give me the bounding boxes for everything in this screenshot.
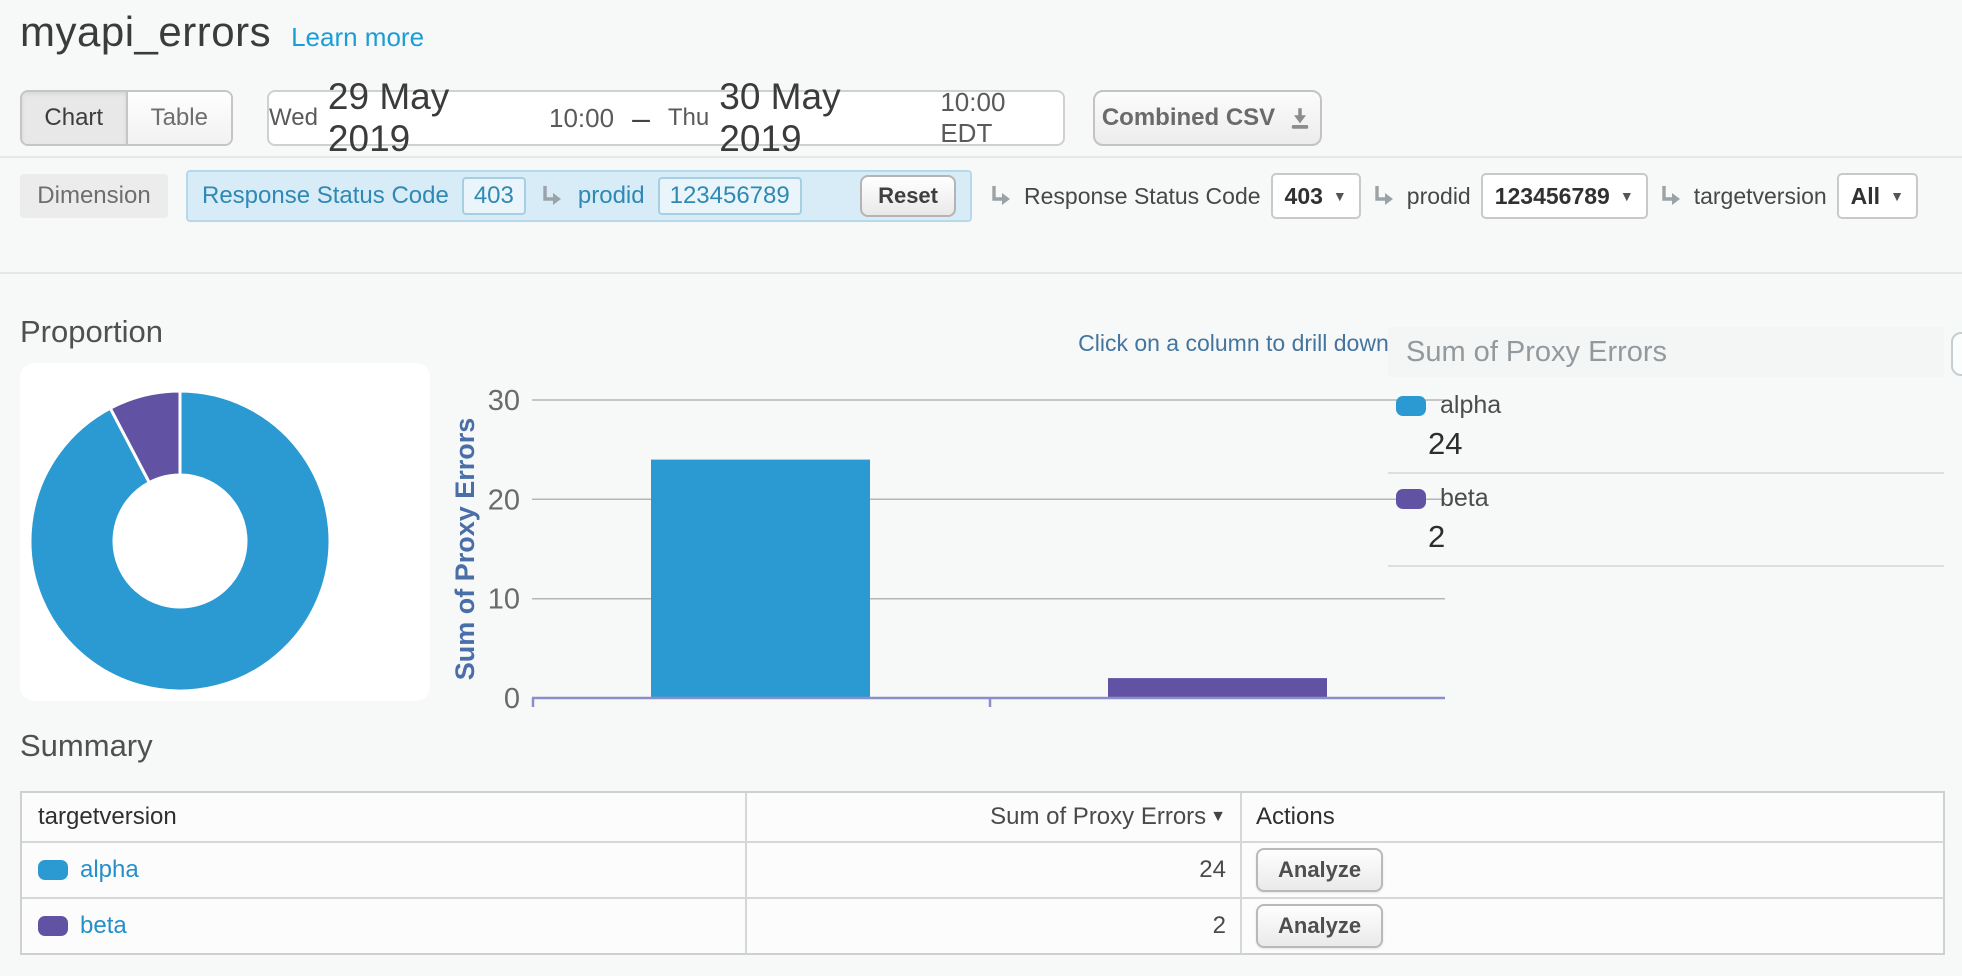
table-row-beta-name: beta xyxy=(22,897,747,953)
y-tick-label: 20 xyxy=(488,484,520,516)
summary-table: targetversion Sum of Proxy Errors ▼ Acti… xyxy=(20,791,1945,955)
end-day: Thu xyxy=(668,104,709,132)
legend-divider xyxy=(1388,565,1944,567)
drilldown-arrow-icon xyxy=(1371,183,1397,209)
drilldown-selected-value: 123456789 xyxy=(1495,183,1610,210)
drilldown-selected-value: All xyxy=(1851,183,1880,210)
page-header: myapi_errors Learn more xyxy=(20,8,424,56)
analyze-button-alpha[interactable]: Analyze xyxy=(1256,848,1383,892)
applied-filter-name: Response Status Code xyxy=(202,182,449,210)
end-date: 30 May 2019 xyxy=(719,76,930,160)
drilldown-name: targetversion xyxy=(1694,183,1827,210)
table-row-alpha-name: alpha xyxy=(22,841,747,897)
collapsed-panel-button[interactable] xyxy=(1951,332,1962,376)
drilldown-controls: Response Status Code 403 ▼ prodid 123456… xyxy=(988,168,1918,224)
drilldown-name: Response Status Code xyxy=(1024,183,1261,210)
date-range-picker[interactable]: Wed 29 May 2019 10:00 – Thu 30 May 2019 … xyxy=(267,90,1065,146)
y-tick-label: 0 xyxy=(504,683,520,715)
end-time: 10:00 EDT xyxy=(940,87,1063,149)
legend-item-alpha: alpha xyxy=(1388,391,1944,420)
y-tick-label: 10 xyxy=(488,584,520,616)
view-toggle: Chart Table xyxy=(20,90,233,146)
table-row-beta-value: 2 xyxy=(747,897,1242,953)
beta-swatch xyxy=(1396,489,1426,509)
drilldown-name: prodid xyxy=(1407,183,1471,210)
summary-title: Summary xyxy=(20,728,153,764)
bar-beta[interactable] xyxy=(1108,678,1327,698)
drilldown-select-response-status-code[interactable]: 403 ▼ xyxy=(1271,173,1361,219)
proportion-card xyxy=(20,363,430,701)
alpha-swatch xyxy=(1396,396,1426,416)
sort-descending-icon: ▼ xyxy=(1210,808,1226,826)
legend-item-value: 24 xyxy=(1428,426,1944,462)
bar-alpha[interactable] xyxy=(651,460,870,698)
legend-divider xyxy=(1388,472,1944,474)
chevron-down-icon: ▼ xyxy=(1620,188,1634,204)
column-header-targetversion: targetversion xyxy=(22,793,747,841)
legend-item-label: beta xyxy=(1440,484,1489,513)
divider-top xyxy=(0,156,1962,158)
applied-filter-name: prodid xyxy=(578,182,645,210)
chart-view-button[interactable]: Chart xyxy=(22,92,128,144)
legend-title: Sum of Proxy Errors xyxy=(1406,336,1667,369)
table-view-button[interactable]: Table xyxy=(128,92,232,144)
table-row-alpha-value: 24 xyxy=(747,841,1242,897)
divider-filters xyxy=(0,272,1962,274)
chevron-down-icon: ▼ xyxy=(1333,188,1347,204)
y-axis-title: Sum of Proxy Errors xyxy=(450,418,480,681)
drilldown-select-targetversion[interactable]: All ▼ xyxy=(1837,173,1918,219)
legend-items: alpha 24 beta 2 xyxy=(1388,377,1944,567)
drilldown-arrow-icon xyxy=(539,183,565,209)
page-title: myapi_errors xyxy=(20,8,271,56)
legend-item-beta: beta xyxy=(1388,484,1944,513)
drilldown-arrow-icon xyxy=(988,183,1014,209)
reset-button[interactable]: Reset xyxy=(860,175,956,217)
column-header-label: Sum of Proxy Errors xyxy=(990,803,1206,831)
y-tick-label: 30 xyxy=(488,385,520,417)
applied-filters-box: Response Status Code 403 prodid 12345678… xyxy=(186,170,972,222)
bar-chart: 30 20 10 0 Sum of Proxy Errors xyxy=(430,300,1462,720)
combined-csv-label: Combined CSV xyxy=(1102,104,1275,132)
learn-more-link[interactable]: Learn more xyxy=(291,22,424,53)
start-date: 29 May 2019 xyxy=(328,76,539,160)
legend-panel: Sum of Proxy Errors alpha 24 beta 2 xyxy=(1388,327,1944,567)
download-icon xyxy=(1287,105,1313,131)
legend-item-label: alpha xyxy=(1440,391,1501,420)
donut-chart xyxy=(20,363,430,701)
drilldown-select-prodid[interactable]: 123456789 ▼ xyxy=(1481,173,1648,219)
chevron-down-icon: ▼ xyxy=(1890,188,1904,204)
alpha-swatch xyxy=(38,860,68,880)
drilldown-arrow-icon xyxy=(1658,183,1684,209)
row-link-alpha[interactable]: alpha xyxy=(80,856,139,884)
applied-filter-value: 123456789 xyxy=(658,177,802,215)
proportion-title: Proportion xyxy=(20,314,163,350)
table-row-alpha-actions: Analyze xyxy=(1242,841,1945,897)
beta-swatch xyxy=(38,916,68,936)
start-day: Wed xyxy=(269,104,318,132)
column-header-actions: Actions xyxy=(1242,793,1945,841)
row-link-beta[interactable]: beta xyxy=(80,912,127,940)
legend-header: Sum of Proxy Errors xyxy=(1388,327,1944,377)
column-header-sum-of-proxy-errors[interactable]: Sum of Proxy Errors ▼ xyxy=(747,793,1242,841)
toolbar: Chart Table Wed 29 May 2019 10:00 – Thu … xyxy=(0,90,1962,148)
dimension-label: Dimension xyxy=(20,174,168,218)
analyze-button-beta[interactable]: Analyze xyxy=(1256,904,1383,948)
applied-filter-value: 403 xyxy=(462,177,526,215)
table-row-beta-actions: Analyze xyxy=(1242,897,1945,953)
drilldown-selected-value: 403 xyxy=(1285,183,1323,210)
app-window: myapi_errors Learn more Chart Table Wed … xyxy=(0,0,1962,976)
start-time: 10:00 xyxy=(549,103,614,134)
legend-item-value: 2 xyxy=(1428,519,1944,555)
date-range-separator: – xyxy=(632,100,650,137)
combined-csv-button[interactable]: Combined CSV xyxy=(1093,90,1322,146)
